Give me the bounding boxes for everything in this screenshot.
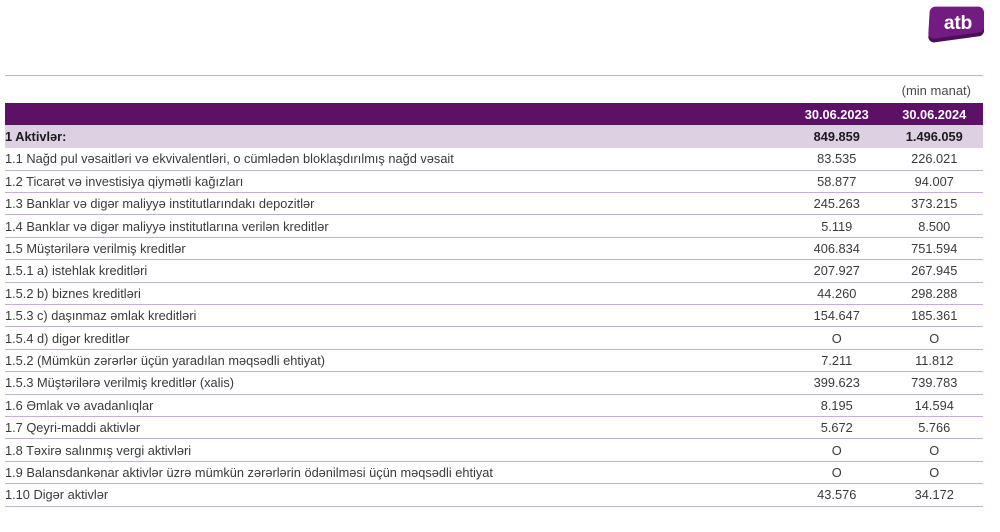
svg-text:atb: atb xyxy=(944,13,972,34)
